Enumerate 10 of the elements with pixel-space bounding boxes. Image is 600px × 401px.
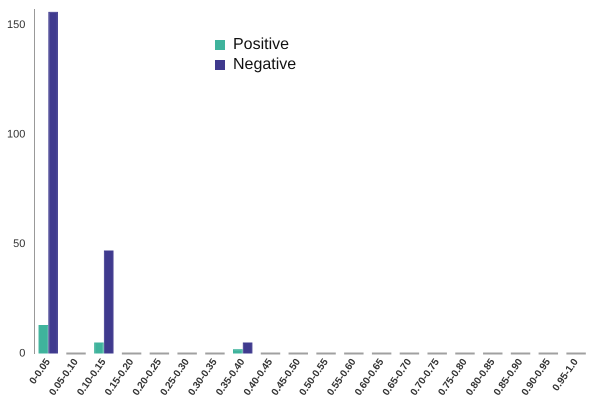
legend-label: Negative	[233, 55, 296, 75]
y-tick-label: 0	[19, 348, 26, 360]
bar	[104, 250, 114, 354]
bar	[38, 325, 48, 354]
bar	[232, 349, 243, 354]
bar	[48, 12, 58, 354]
y-tick-label: 150	[6, 18, 26, 31]
y-tick-label: 100	[6, 128, 26, 140]
y-tick-label: 50	[13, 238, 26, 250]
legend-label: Positive	[233, 35, 290, 55]
